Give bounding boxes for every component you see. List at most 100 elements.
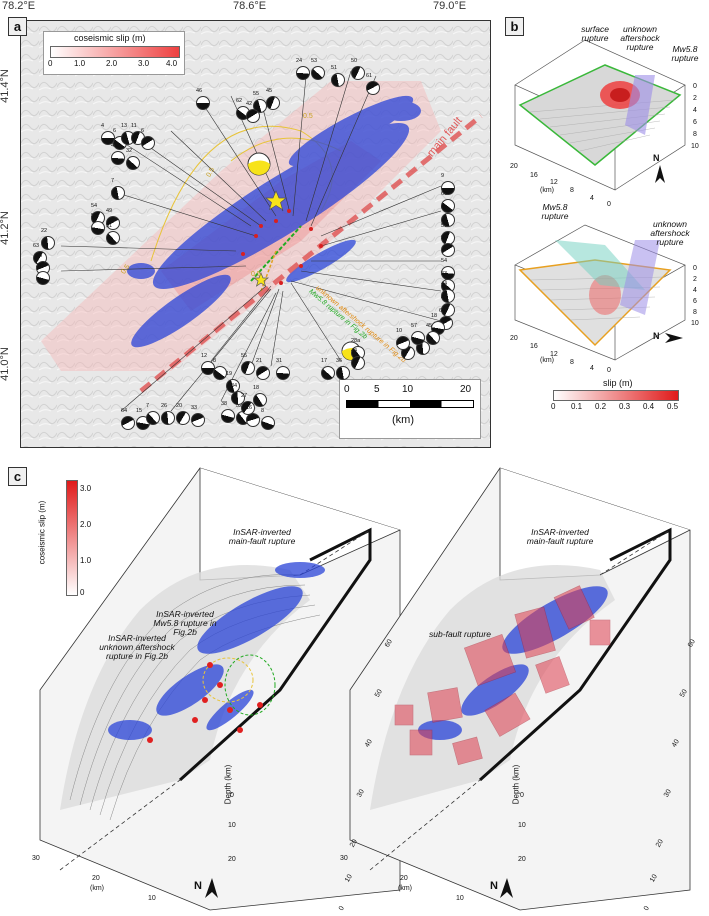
event-id-label: 26 (161, 403, 168, 409)
aftershock-fault-plane (625, 75, 655, 135)
event-id-label: 18 (431, 313, 438, 319)
depth-tick-c: 10 (228, 822, 236, 829)
event-id-label: 6 (141, 128, 145, 134)
event-id-label: 18 (253, 385, 260, 391)
focal-mechanism-icon (256, 366, 270, 380)
mw58-rupture-label-b2: Mw5.8 rupture (541, 202, 569, 221)
unknown-aftershock-label-b2: unknown aftershock rupture (650, 219, 690, 247)
event-id-label: 52 (236, 403, 243, 409)
colorbar-a-title: coseismic slip (m) (74, 33, 146, 43)
depth-tick-c: 20 (228, 856, 236, 863)
scale-bar: 0 5 10 20 (km) (339, 379, 481, 439)
colorbar-a-tick: 2.0 (106, 59, 118, 68)
event-id-label: 59 (441, 223, 448, 229)
depth-tick-c: 10 (518, 822, 526, 829)
focal-mechanism-icon (176, 411, 190, 425)
dist-tick: 4 (590, 195, 594, 202)
left-mw58-label: InSAR-inverted Mw5.8 rupture in Fig.2b (153, 609, 217, 637)
event-id-label: 50 (351, 58, 358, 64)
event-id-label: 55 (241, 353, 248, 359)
event-id-label: 51 (106, 223, 113, 229)
north-label-c2: N (490, 880, 498, 892)
mw58-rupture-label-b: Mw5.8 rupture (671, 44, 699, 63)
focal-mechanism-icon (276, 366, 290, 380)
focal-mechanism-icon (296, 66, 310, 80)
depth-tick-c: 0 (230, 792, 234, 799)
focal-mechanism-icon (441, 181, 455, 195)
contour-label: 0.5 (303, 113, 313, 120)
event-id-label: 5 (441, 235, 445, 241)
event-id-label: 54 (441, 258, 448, 264)
event-id-label: 28a (351, 338, 361, 344)
event-id-label: 45 (426, 323, 433, 329)
focal-mechanism-icon (191, 413, 205, 427)
slip-colorbar-c: coseismic slip (m) 3.0 2.0 1.0 0 (37, 478, 100, 608)
colorbar-c-tick: 0 (80, 588, 85, 597)
x-unit-c: (km) (398, 885, 412, 892)
event-id-label: 12 (201, 353, 208, 359)
focal-mechanism-icon (196, 96, 210, 110)
event-id-label: 38 (221, 401, 228, 407)
right-main-fault-label: InSAR-inverted main-fault rupture (526, 527, 594, 546)
event-id-label: 54 (91, 203, 98, 209)
depth-axis-label-right: Depth (km) (511, 764, 521, 805)
colorbar-b-tick: 0.5 (667, 402, 679, 411)
depth-tick-b: 10 (691, 320, 699, 327)
focal-mechanism-icon (396, 336, 410, 350)
mw58-rupture-line (250, 225, 302, 282)
block-left (39, 467, 401, 911)
event-id-label: 34 (231, 383, 238, 389)
focal-mechanism-icon (351, 356, 365, 370)
x-tick-c: 30 (340, 855, 348, 862)
depth-tick: 6 (693, 119, 697, 126)
dist-tick: 0 (607, 201, 611, 208)
focal-mechanism-icon (331, 73, 345, 87)
focal-mechanism-icon (121, 416, 135, 430)
dist-tick-b: 12 (550, 351, 558, 358)
dist-tick-b: 4 (590, 365, 594, 372)
focal-mechanism-icon (141, 136, 155, 150)
dist-tick-b: 20 (510, 335, 518, 342)
colorbar-c-title: coseismic slip (m) (37, 500, 47, 565)
dist-tick: 8 (570, 187, 574, 194)
panel-b: b s (495, 15, 709, 425)
event-id-label: 45 (266, 88, 273, 94)
event-markers (241, 209, 323, 285)
focal-mechanism-icon (441, 243, 455, 257)
x-tick-c: 10 (456, 895, 464, 902)
event-id-label: 60 (439, 308, 446, 314)
event-id-label: 27 (241, 393, 248, 399)
depth-tick-b: 8 (693, 309, 697, 316)
north-arrow-icon (655, 165, 665, 183)
focal-mechanism-icon (241, 361, 255, 375)
depth-tick-b: 4 (693, 287, 697, 294)
event-id-label: 41 (111, 143, 118, 149)
event-id-label: 6 (113, 128, 117, 134)
dist-tick: 12 (550, 179, 558, 186)
dist-tick: 16 (530, 172, 538, 179)
event-id-label: 66 (441, 191, 448, 197)
depth-tick: 2 (693, 95, 697, 102)
lon-tick-2: 78.6°E (233, 0, 267, 12)
depth-tick-c: 20 (518, 856, 526, 863)
event-id-label: 33 (191, 405, 198, 411)
dist-unit-b: (km) (540, 357, 554, 364)
x-tick-c: 10 (148, 895, 156, 902)
focal-mechanism-icon (41, 236, 55, 250)
x-unit-c: (km) (90, 885, 104, 892)
focal-mechanism-icon (161, 411, 175, 425)
colorbar-b-tick: 0.1 (571, 402, 583, 411)
lon-tick-1: 78.2°E (2, 0, 36, 12)
event-id-label: 8 (261, 408, 265, 414)
event-id-label: 8 (213, 358, 217, 364)
event-id-label: 51 (331, 65, 338, 71)
slip-colorbar-b: slip (m) 0 0.1 0.2 0.3 0.4 0.5 (551, 378, 679, 418)
focal-mechanism-icon (221, 409, 235, 423)
focal-mechanism-icon (111, 186, 125, 200)
x-tick-c: 20 (92, 875, 100, 882)
block-right (349, 467, 691, 911)
colorbar-a-tick: 1.0 (74, 59, 86, 68)
north-arrow-icon-c2 (500, 878, 513, 898)
scale-tick: 10 (402, 384, 414, 395)
lat-tick-3: 41.0°N (0, 347, 11, 381)
